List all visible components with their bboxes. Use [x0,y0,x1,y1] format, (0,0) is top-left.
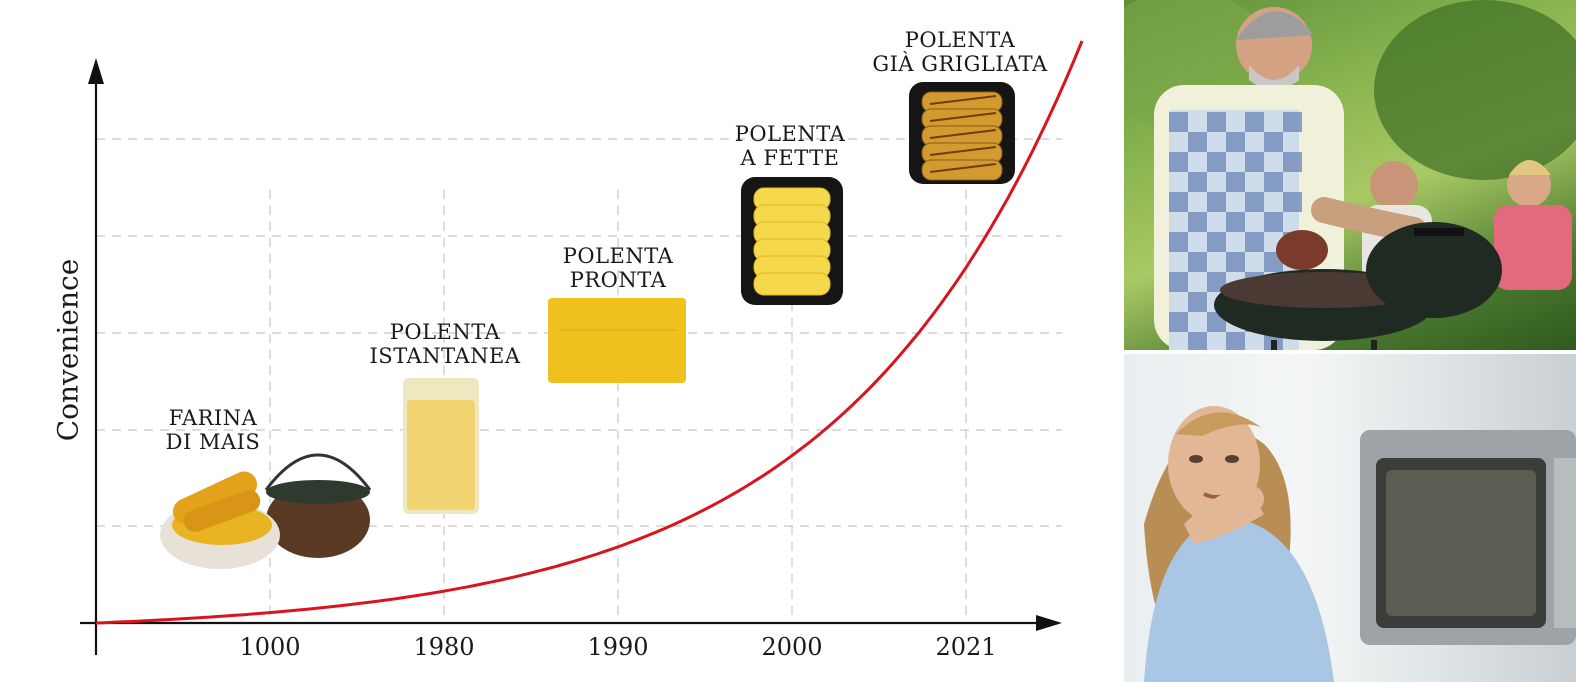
product-farina-di-mais [160,453,372,569]
apron-check [1207,152,1226,172]
grill-mark [929,95,997,105]
stage-label-line: ISTANTANEA [369,344,521,368]
bbq-photo [1124,0,1576,350]
x-tick-label: 2000 [761,633,822,661]
stage-label-line: POLENTA [389,320,501,344]
stage-label-line: POLENTA [904,28,1016,52]
apron-check [1283,112,1302,132]
stage-label-line: PRONTA [569,268,667,292]
stage-label-line: POLENTA [562,244,674,268]
bag-fill [407,400,475,510]
apron-check [1283,152,1302,172]
apron-check [1207,272,1226,292]
polenta-slice [753,272,831,296]
y-axis-arrowhead [88,58,104,84]
pot-handle [264,453,372,491]
microwave-illustration [1144,406,1576,682]
apron-check [1226,252,1245,272]
apron-check [1169,152,1188,172]
product-polenta-istantanea [403,378,479,514]
grill-mark [929,129,997,139]
x-axis-arrowhead [1036,615,1062,631]
apron-check [1188,172,1207,192]
apron-check [1169,112,1188,132]
x-tick-label: 1000 [239,633,300,661]
convenience-curve [95,40,1084,625]
apron-check [1188,292,1207,312]
apron-check [1188,132,1207,152]
curve-layer [95,40,1084,625]
grill-mark [929,112,997,122]
apron-check [1245,232,1264,252]
apron-check [1226,172,1245,192]
polenta-block [548,298,686,383]
y-axis-title: Convenience [51,258,85,442]
product-polenta-pronta [548,298,686,383]
apron-check [1169,192,1188,212]
stage-label: POLENTA ISTANTANEA [370,320,521,368]
apron-check [1188,252,1207,272]
pot-rim [266,480,370,504]
stage-label-line: FARINA [168,406,258,430]
stage-label: POLENTA GIÀ GRIGLIATA [872,28,1047,76]
apron-check [1207,112,1226,132]
axes-layer [80,58,1062,655]
apron-check [1188,212,1207,232]
bbq-illustration [1124,0,1576,350]
apron-check [1283,192,1302,212]
stage-label-line: DI MAIS [165,430,261,454]
apron-check [1169,232,1188,252]
stage-label-line: POLENTA [734,122,846,146]
apron-check [1264,132,1283,152]
apron-check [1264,172,1283,192]
stage-label: POLENTA PRONTA [563,244,674,292]
ticks-layer: 1000 1980 1990 2000 2021 [239,633,996,661]
stage-label: FARINA DI MAIS [166,406,261,454]
product-polenta-gia-grigliata [909,82,1015,184]
stage-label-line: GIÀ GRIGLIATA [872,52,1048,76]
apron-check [1207,192,1226,212]
chart-canvas: 1000 1980 1990 2000 2021 [80,40,1084,661]
apron-check [1169,312,1188,332]
apron-check [1226,332,1245,350]
grill-mark [929,146,997,156]
product-polenta-a-fette [741,177,843,305]
apron-check [1169,272,1188,292]
grill-mark [929,163,997,173]
apron-check [1226,132,1245,152]
apron-check [1188,332,1207,350]
apron-check [1207,232,1226,252]
polenta-convenience-chart: 1000 1980 1990 2000 2021 Convenience FARINA D… [51,28,1084,661]
products-layer [160,82,1015,569]
grilled-slice [921,159,1003,181]
apron-check [1226,212,1245,232]
apron-check [1245,192,1264,212]
microwave-photo [1124,354,1576,682]
apron-check [1245,112,1264,132]
apron-check [1245,152,1264,172]
stage-label: POLENTA A FETTE [735,122,846,170]
stage-label-line: A FETTE [740,146,840,170]
apron-check [1264,212,1283,232]
x-tick-label: 1990 [587,633,648,661]
x-tick-label: 1980 [413,633,474,661]
x-tick-label: 2021 [935,633,996,661]
corn-cob [183,490,261,532]
